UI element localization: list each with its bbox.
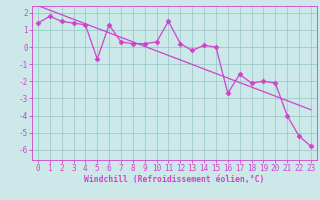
X-axis label: Windchill (Refroidissement éolien,°C): Windchill (Refroidissement éolien,°C): [84, 175, 265, 184]
